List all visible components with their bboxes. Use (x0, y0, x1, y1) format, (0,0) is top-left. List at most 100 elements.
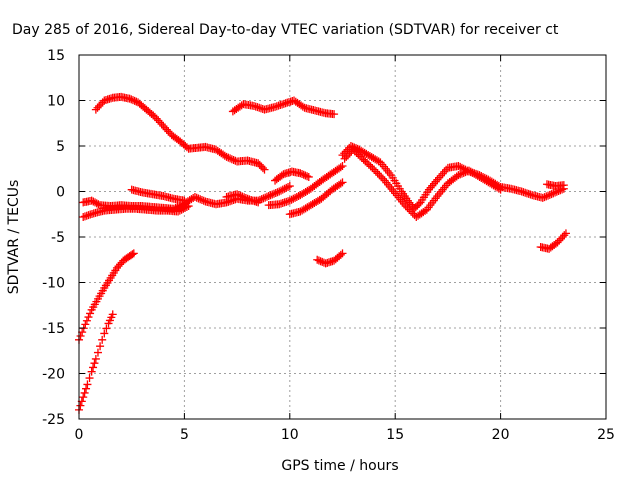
data-point (303, 172, 312, 181)
data-point (436, 187, 445, 196)
data-point (304, 172, 313, 181)
data-point (336, 179, 345, 188)
axis-ticks: 0 5 10 15 20 25 15 10 5 0 -5 -10 -15 -20 -25 (42, 48, 615, 443)
y-tick-label: 0 (56, 185, 65, 201)
x-tick-label: 15 (386, 427, 404, 443)
data-point (76, 331, 85, 340)
data-point (292, 192, 301, 201)
data-point (154, 116, 163, 125)
data-point (152, 114, 161, 123)
data-point (241, 194, 250, 203)
data-point (268, 190, 277, 199)
data-point (538, 193, 547, 202)
data-point (313, 255, 322, 264)
data-point (356, 152, 365, 161)
data-point (269, 189, 278, 198)
data-point (342, 152, 351, 161)
data-point (350, 147, 359, 156)
data-point (457, 169, 466, 178)
data-point (81, 320, 90, 329)
data-point (403, 203, 412, 212)
y-tick-label: 15 (47, 48, 65, 64)
data-point (194, 194, 203, 203)
data-point (558, 233, 567, 241)
data-point (298, 170, 307, 179)
data-point (373, 169, 382, 178)
data-point (79, 393, 88, 402)
data-point (275, 187, 284, 196)
data-point (100, 329, 109, 338)
data-point (385, 168, 394, 177)
data-point (82, 384, 91, 393)
data-point (401, 202, 410, 211)
data-point (375, 171, 384, 180)
data-point (338, 249, 347, 258)
plot-frame (78, 54, 607, 420)
data-point (157, 120, 166, 129)
data-point (130, 96, 139, 105)
data-point (426, 183, 435, 192)
data-point (89, 197, 98, 206)
data-point (440, 183, 449, 192)
data-point (128, 96, 137, 105)
data-point (459, 168, 468, 177)
data-point (261, 193, 270, 202)
data-point (370, 165, 379, 174)
series-trace-o (313, 249, 347, 268)
data-point (273, 188, 282, 197)
data-point (262, 192, 271, 201)
data-point (238, 192, 247, 201)
data-point (357, 153, 366, 162)
data-layer (75, 92, 570, 414)
y-tick-label: -5 (51, 230, 65, 246)
data-point (296, 169, 305, 178)
data-point (352, 148, 361, 157)
data-point (277, 171, 286, 180)
series-trace-m (340, 145, 505, 221)
data-point (257, 195, 266, 204)
data-point (285, 182, 294, 191)
data-point (383, 166, 392, 175)
data-point (229, 155, 238, 164)
data-point (371, 167, 380, 176)
chart-title: Day 285 of 2016, Sidereal Day-to-day VTE… (12, 22, 559, 38)
data-point (381, 164, 390, 173)
data-point (98, 335, 107, 344)
data-point (442, 181, 451, 190)
data-point (90, 359, 99, 368)
data-point (96, 342, 105, 351)
data-point (338, 178, 347, 187)
data-point (435, 189, 444, 198)
data-point (496, 185, 505, 194)
data-point (559, 181, 568, 190)
data-point (282, 183, 291, 192)
data-point (405, 205, 414, 214)
series-trace-n (542, 180, 568, 191)
data-point (184, 202, 193, 211)
data-point (260, 165, 269, 174)
data-point (540, 193, 549, 202)
data-point (547, 190, 556, 199)
y-tick-label: -15 (42, 321, 65, 337)
data-point (155, 118, 164, 127)
data-point (456, 162, 465, 171)
data-point (233, 190, 242, 199)
data-point (561, 229, 570, 238)
x-tick-label: 10 (281, 427, 299, 443)
data-point (379, 162, 388, 171)
series-trace-c (91, 92, 269, 174)
data-point (93, 348, 102, 357)
data-point (93, 103, 102, 112)
series-trace-f (79, 202, 193, 221)
data-point (162, 125, 171, 134)
data-point (316, 257, 325, 266)
y-tick-label: -25 (42, 412, 65, 428)
data-point (159, 121, 168, 130)
data-point (87, 367, 96, 376)
data-point (181, 203, 190, 212)
data-point (226, 154, 235, 163)
data-point (336, 163, 345, 172)
x-tick-label: 5 (180, 427, 189, 443)
data-point (278, 185, 287, 194)
